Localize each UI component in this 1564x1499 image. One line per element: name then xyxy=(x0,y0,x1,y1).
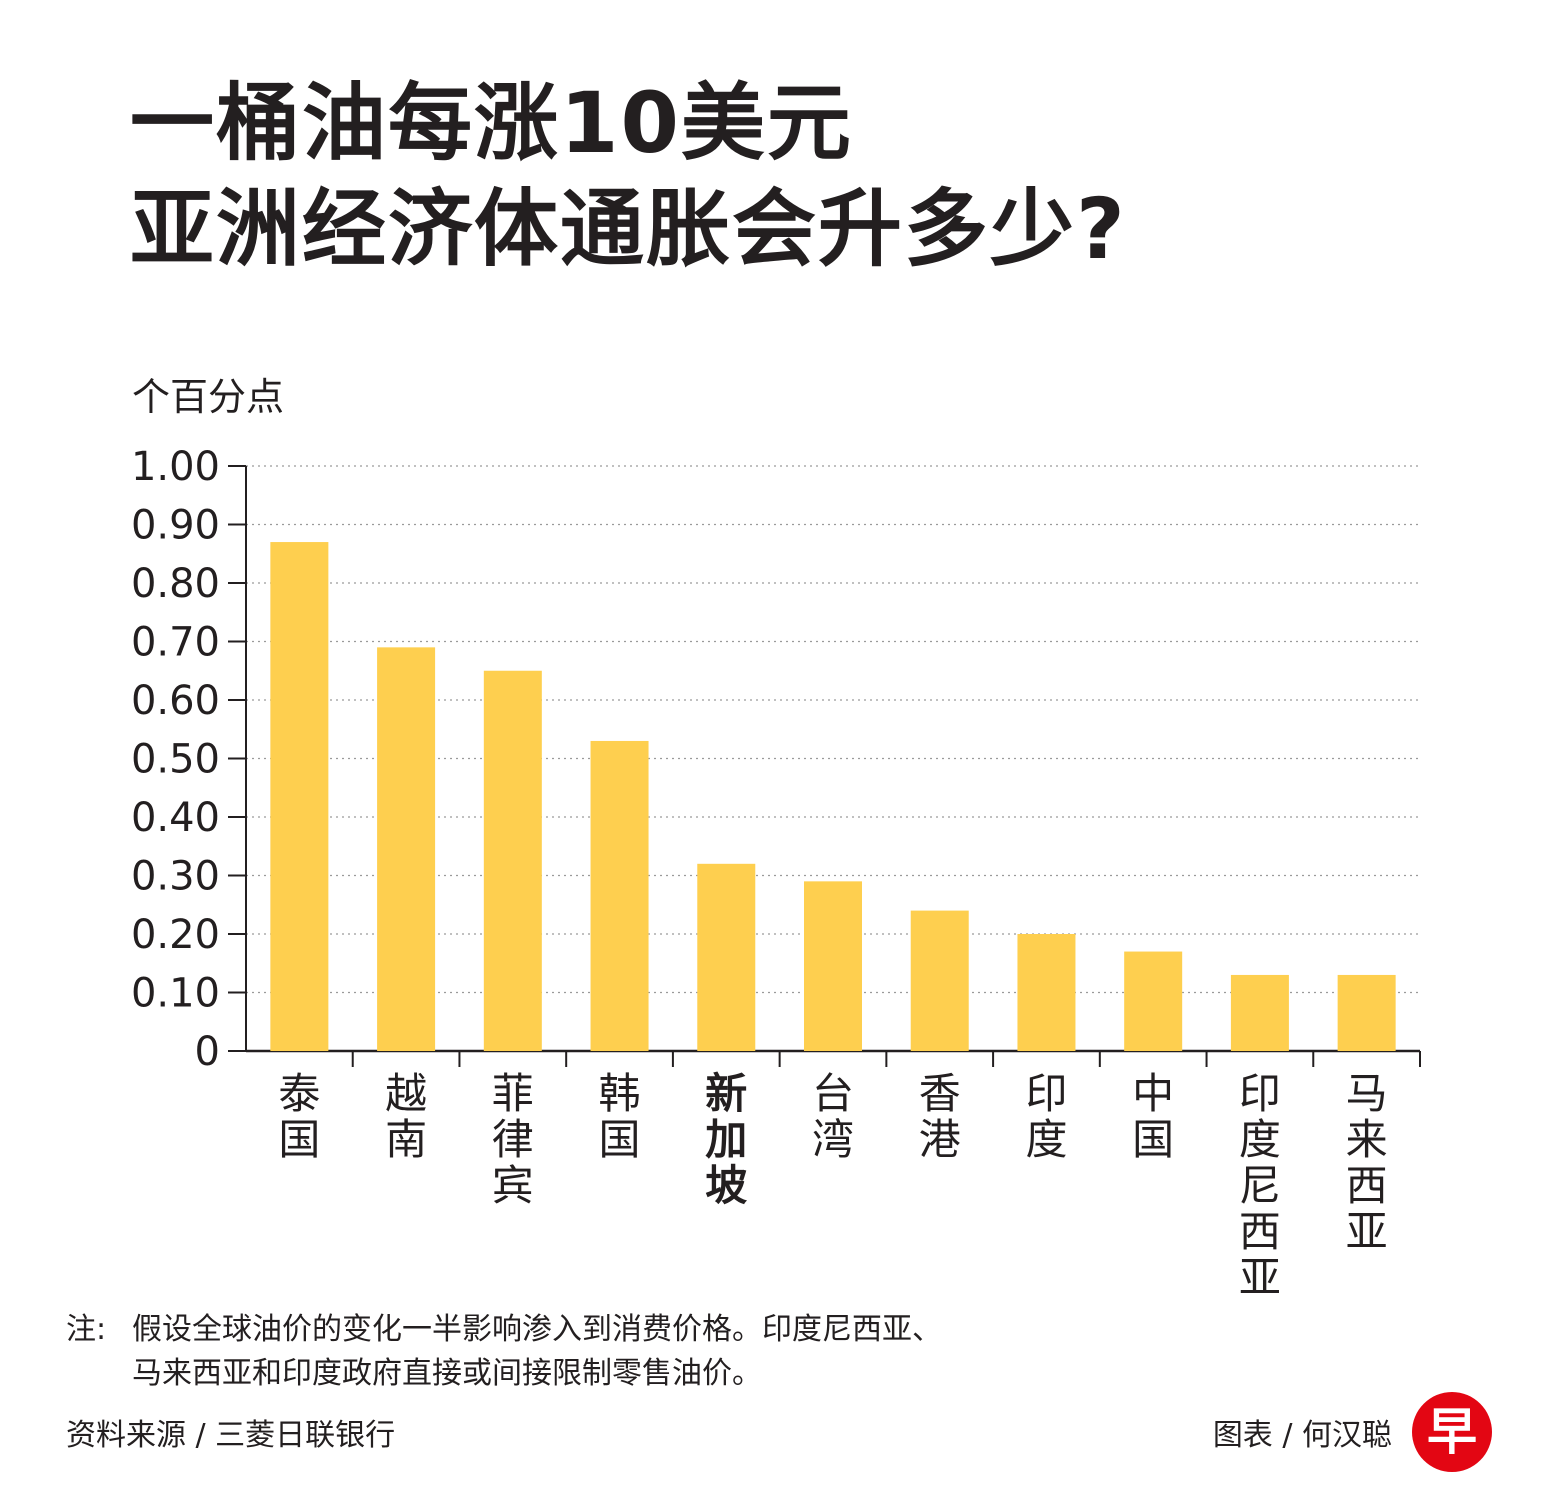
bar xyxy=(483,670,542,1051)
x-category-label: 新加坡 xyxy=(705,1069,747,1210)
footnote: 注: 假设全球油价的变化一半影响渗入到消费价格。印度尼西亚、 马来西亚和印度政府… xyxy=(66,1308,942,1396)
y-axis-unit-label: 个百分点 xyxy=(132,375,285,419)
x-category-label: 泰国 xyxy=(278,1069,320,1164)
chart-title: 一桶油每涨10美元 亚洲经济体通胀会升多少? xyxy=(130,70,1127,282)
footnote-line-1: 假设全球油价的变化一半影响渗入到消费价格。印度尼西亚、 xyxy=(132,1312,942,1347)
y-tick-label: 0.10 xyxy=(131,971,220,1017)
bar xyxy=(590,740,649,1051)
y-tick-label: 0.90 xyxy=(131,503,220,549)
y-tick-label: 0.60 xyxy=(131,678,220,724)
y-tick-label: 1.00 xyxy=(131,444,220,490)
bar xyxy=(1017,934,1076,1051)
y-tick-label: 0.40 xyxy=(131,795,220,841)
bar xyxy=(377,647,436,1051)
bar xyxy=(1230,974,1289,1051)
y-tick-label: 0 xyxy=(195,1029,220,1075)
bar xyxy=(1124,951,1183,1051)
y-tick-label: 0.50 xyxy=(131,737,220,783)
y-tick-label: 0.20 xyxy=(131,912,220,958)
x-category-label: 马来西亚 xyxy=(1346,1069,1388,1256)
x-category-label: 台湾 xyxy=(812,1069,854,1164)
bar-chart: 0 0.10 0.20 0.30 0.40 0.50 0.60 0.70 0.80 0.90 1.0… xyxy=(131,444,1421,1300)
x-category-label: 香港 xyxy=(919,1069,961,1164)
bar xyxy=(910,910,969,1051)
title-line-2: 亚洲经济体通胀会升多少? xyxy=(130,180,1127,278)
bar xyxy=(804,881,862,1051)
y-tick-label: 0.70 xyxy=(131,620,220,666)
bar xyxy=(270,542,329,1051)
zaobao-logo: 早 xyxy=(1412,1392,1492,1472)
y-tick-label: 0.80 xyxy=(131,561,220,607)
footnote-label: 注: xyxy=(66,1312,107,1347)
bar xyxy=(697,863,756,1051)
data-source: 资料来源 / 三菱日联银行 xyxy=(66,1418,396,1453)
bar xyxy=(1337,974,1396,1051)
x-category-label: 印度尼西亚 xyxy=(1239,1069,1281,1300)
x-category-label: 韩国 xyxy=(599,1069,641,1164)
x-category-label: 菲律宾 xyxy=(492,1069,534,1210)
title-line-1: 一桶油每涨10美元 xyxy=(130,74,853,172)
footnote-line-2: 马来西亚和印度政府直接或间接限制零售油价。 xyxy=(132,1356,762,1391)
x-category-label: 印度 xyxy=(1025,1069,1067,1164)
graphic-credit: 图表 / 何汉聪 xyxy=(1212,1418,1392,1453)
x-category-label: 中国 xyxy=(1132,1069,1174,1164)
x-category-label: 越南 xyxy=(385,1069,427,1164)
y-tick-label: 0.30 xyxy=(131,854,220,900)
